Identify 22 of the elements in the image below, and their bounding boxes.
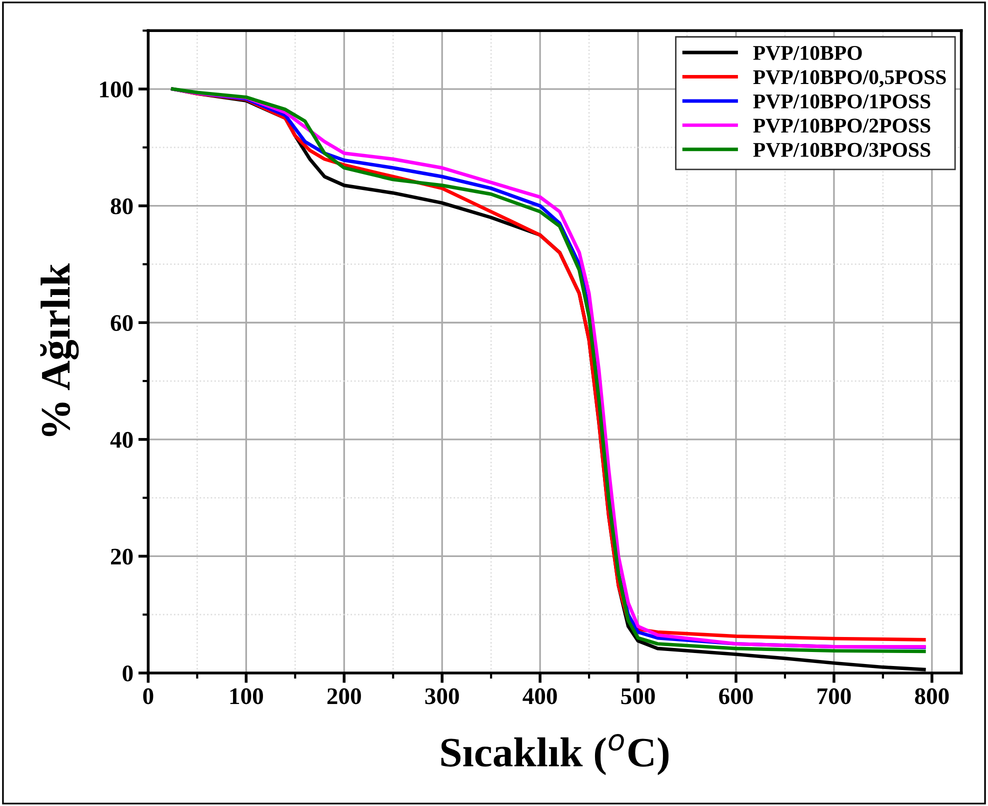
x-tick-label: 100 <box>230 688 263 704</box>
x-tick-label: 200 <box>327 688 361 704</box>
y-tick-label: 20 <box>111 548 133 565</box>
x-axis-title: Sıcaklık ($^{o}$C) <box>441 734 669 776</box>
x-tick-label: 300 <box>425 688 459 704</box>
y-tick-label: 60 <box>110 315 133 332</box>
y-tick-label: 80 <box>110 198 133 214</box>
y-tick-label: 100 <box>100 82 133 98</box>
x-tick-label: 400 <box>522 688 557 704</box>
x-tick-label: 0 <box>143 688 154 704</box>
legend-label: PVP/10BPO/3POSS <box>753 142 930 158</box>
legend-label: PVP/10BPO/1POSS <box>753 94 930 109</box>
x-tick-label: 700 <box>818 688 851 704</box>
x-tick-label: 600 <box>719 688 753 704</box>
y-tick-label: 0 <box>122 666 133 682</box>
legend-label: PVP/10BPO/2POSS <box>753 118 930 133</box>
legend-label: PVP/10BPO/0,5POSS <box>753 70 946 88</box>
y-tick-label: 40 <box>110 432 133 448</box>
legend-label: PVP/10BPO <box>753 46 862 60</box>
y-axis-title: % Ağırlık <box>40 263 79 436</box>
x-tick-label: 500 <box>621 688 655 704</box>
x-tick-label: 800 <box>915 688 949 704</box>
